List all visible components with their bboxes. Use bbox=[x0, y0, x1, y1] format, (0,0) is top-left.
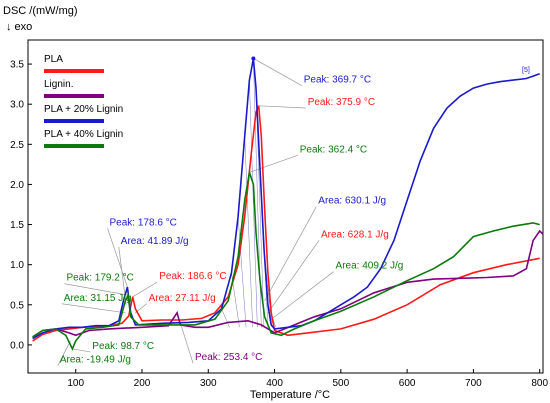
x-axis-label: Temperature /°C bbox=[250, 389, 330, 401]
legend-label-3: PLA + 40% Lignin bbox=[44, 129, 123, 140]
hatch-line-2 bbox=[237, 216, 247, 328]
annotation-leader-5 bbox=[269, 271, 334, 322]
exo-indicator: ↓ exo bbox=[6, 21, 32, 33]
y-axis-label: DSC /(mW/mg) bbox=[3, 5, 78, 17]
annotation-12: Peak: 98.7 °C bbox=[92, 341, 154, 352]
annotation-2: Peak: 362.4 °C bbox=[300, 144, 367, 155]
annotation-4: Area: 628.1 J/g bbox=[321, 229, 389, 240]
annotation-3: Area: 630.1 J/g bbox=[318, 196, 386, 207]
annotation-leader-4 bbox=[267, 240, 320, 314]
legend-label-2: PLA + 20% Lignin bbox=[44, 104, 123, 115]
annotation-leader-8 bbox=[132, 281, 158, 298]
annotation-0: Peak: 369.7 °C bbox=[304, 75, 371, 86]
legend-label-1: Lignin. bbox=[44, 79, 73, 90]
annotation-8: Peak: 186.6 °C bbox=[159, 271, 226, 282]
annotation-leader-3 bbox=[264, 206, 317, 301]
y-tick-label-1: 0.5 bbox=[10, 300, 24, 311]
x-tick-label-4: 500 bbox=[333, 378, 350, 389]
annotation-14: Peak: 253.4 °C bbox=[195, 352, 262, 363]
hatch-line-0 bbox=[221, 308, 230, 328]
y-tick-label-2: 1.0 bbox=[10, 260, 24, 271]
x-tick-label-0: 100 bbox=[67, 378, 84, 389]
annotation-6: Peak: 178.6 °C bbox=[110, 217, 177, 228]
series-line-1 bbox=[32, 229, 544, 338]
legend: PLA Lignin. PLA + 20% Lignin PLA + 40% Lign… bbox=[44, 54, 123, 148]
y-tick-label-4: 2.0 bbox=[10, 180, 24, 191]
annotation-9: Peak: 179.2 °C bbox=[66, 273, 133, 284]
peak-area-hatching bbox=[221, 58, 277, 328]
annotation-1: Peak: 375.9 °C bbox=[308, 97, 375, 108]
annotation-10: Area: 27.11 J/g bbox=[149, 293, 216, 304]
y-tick-label-5: 2.5 bbox=[10, 140, 24, 151]
annotation-leader-1 bbox=[258, 105, 306, 109]
annotation-leader-6 bbox=[107, 228, 128, 288]
axes: 100 200 300 400 500 600 700 800 0.0 0.5 1.0 1.5 2.0 2… bbox=[10, 60, 548, 389]
y-tick-label-7: 3.5 bbox=[10, 60, 24, 71]
annotation-leader-lines bbox=[57, 58, 334, 366]
annotations: Peak: 369.7 °C Peak: 375.9 °C Peak: 362.4 … bbox=[60, 75, 404, 366]
hatch-line-3 bbox=[244, 136, 253, 328]
y-tick-label-3: 1.5 bbox=[10, 220, 24, 231]
y-tick-label-6: 3.0 bbox=[10, 100, 24, 111]
annotation-leader-0 bbox=[253, 58, 302, 86]
annotation-13: Area: -19.49 J/g bbox=[60, 355, 131, 366]
x-tick-label-7: 800 bbox=[531, 378, 548, 389]
curve-tag: [5] bbox=[522, 67, 530, 74]
annotation-leader-2 bbox=[249, 155, 298, 173]
annotation-7: Area: 41.89 J/g bbox=[121, 236, 189, 247]
y-tick-label-0: 0.0 bbox=[10, 340, 24, 351]
x-tick-label-5: 600 bbox=[399, 378, 416, 389]
annotation-leader-12 bbox=[72, 348, 91, 353]
annotation-leader-13 bbox=[57, 340, 71, 366]
peak-marker bbox=[251, 56, 256, 61]
annotation-leader-9 bbox=[64, 283, 129, 296]
series-line-2 bbox=[32, 58, 540, 340]
annotation-11: Area: 31.15 J/g bbox=[64, 293, 132, 304]
x-tick-label-2: 300 bbox=[200, 378, 217, 389]
series-line-3 bbox=[32, 172, 540, 351]
x-tick-label-6: 700 bbox=[465, 378, 482, 389]
hatch-line-4 bbox=[249, 80, 258, 328]
plot-frame bbox=[27, 39, 544, 374]
legend-label-0: PLA bbox=[44, 54, 63, 65]
annotation-leader-11 bbox=[61, 303, 126, 314]
annotation-5: Area: 409.2 J/g bbox=[336, 261, 404, 272]
x-tick-label-1: 200 bbox=[134, 378, 151, 389]
x-tick-label-3: 400 bbox=[266, 378, 283, 389]
series-lines bbox=[32, 56, 544, 351]
